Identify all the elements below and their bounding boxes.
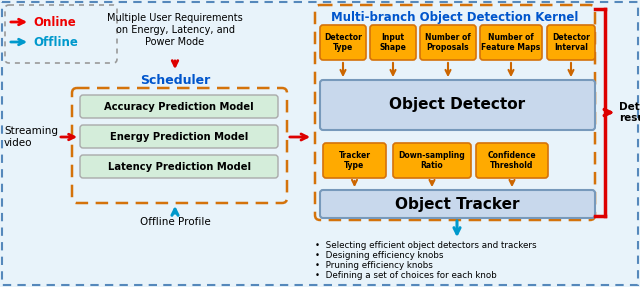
Text: Detection
results: Detection results <box>619 102 640 123</box>
Text: Streaming
video: Streaming video <box>4 126 58 148</box>
Text: Object Tracker: Object Tracker <box>396 197 520 212</box>
Text: Detector
Type: Detector Type <box>324 33 362 52</box>
Text: Offline Profile: Offline Profile <box>140 217 211 227</box>
Text: Number of
Proposals: Number of Proposals <box>425 33 471 52</box>
Text: •  Designing efficiency knobs: • Designing efficiency knobs <box>315 251 444 261</box>
FancyBboxPatch shape <box>476 143 548 178</box>
Text: •  Selecting efficient object detectors and trackers: • Selecting efficient object detectors a… <box>315 241 536 251</box>
Text: Scheduler: Scheduler <box>140 73 210 86</box>
FancyBboxPatch shape <box>320 25 366 60</box>
Text: •  Pruning efficiency knobs: • Pruning efficiency knobs <box>315 261 433 271</box>
FancyBboxPatch shape <box>315 5 595 220</box>
Text: Offline: Offline <box>33 36 78 49</box>
Text: Detector
Interval: Detector Interval <box>552 33 590 52</box>
Text: Number of
Feature Maps: Number of Feature Maps <box>481 33 541 52</box>
Text: •  Defining a set of choices for each knob: • Defining a set of choices for each kno… <box>315 272 497 280</box>
Text: Tracker
Type: Tracker Type <box>339 151 371 170</box>
FancyBboxPatch shape <box>420 25 476 60</box>
Text: Multiple User Requirements
on Energy, Latency, and
Power Mode: Multiple User Requirements on Energy, La… <box>107 13 243 46</box>
FancyBboxPatch shape <box>320 190 595 218</box>
FancyBboxPatch shape <box>5 5 117 63</box>
Text: Object Detector: Object Detector <box>389 98 525 113</box>
FancyBboxPatch shape <box>80 95 278 118</box>
FancyBboxPatch shape <box>320 80 595 130</box>
FancyBboxPatch shape <box>393 143 471 178</box>
FancyBboxPatch shape <box>80 155 278 178</box>
Text: Down-sampling
Ratio: Down-sampling Ratio <box>399 151 465 170</box>
FancyBboxPatch shape <box>80 125 278 148</box>
Text: Multi-branch Object Detection Kernel: Multi-branch Object Detection Kernel <box>332 11 579 24</box>
Text: Online: Online <box>33 15 76 28</box>
FancyBboxPatch shape <box>72 88 287 203</box>
Text: Confidence
Threshold: Confidence Threshold <box>488 151 536 170</box>
FancyBboxPatch shape <box>370 25 416 60</box>
FancyBboxPatch shape <box>547 25 595 60</box>
Text: Latency Prediction Model: Latency Prediction Model <box>108 162 250 172</box>
Text: Energy Prediction Model: Energy Prediction Model <box>110 131 248 141</box>
FancyBboxPatch shape <box>480 25 542 60</box>
Text: Input
Shape: Input Shape <box>380 33 406 52</box>
FancyBboxPatch shape <box>323 143 386 178</box>
Text: Accuracy Prediction Model: Accuracy Prediction Model <box>104 102 254 112</box>
